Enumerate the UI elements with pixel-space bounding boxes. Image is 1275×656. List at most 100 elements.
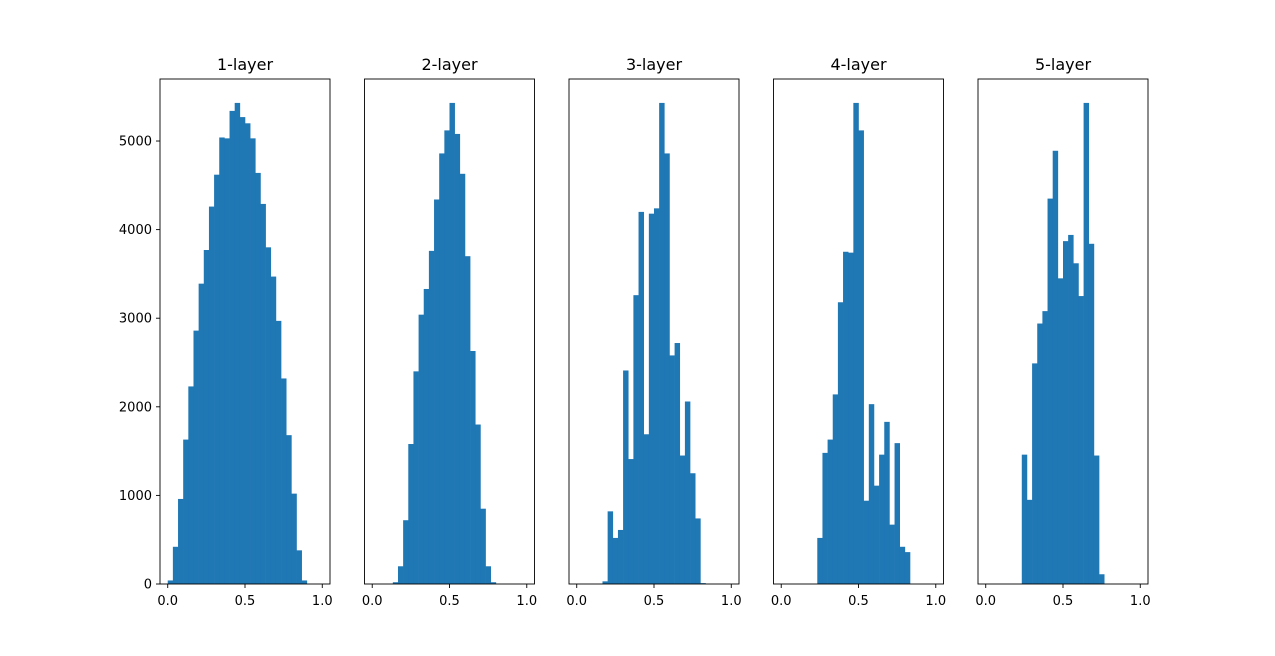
histogram-bar: [301, 580, 308, 584]
histogram-bar: [434, 199, 440, 585]
x-tick-label: 0.0: [566, 594, 587, 609]
histogram-bar: [1093, 455, 1100, 584]
histogram-bars: [602, 102, 706, 585]
histogram-bar: [245, 123, 251, 584]
histogram-bar: [265, 247, 272, 585]
y-tick-label: 4000: [119, 223, 152, 238]
histogram-bar: [188, 386, 194, 584]
x-tick-label: 0.0: [771, 594, 792, 609]
histogram-bar: [239, 117, 246, 584]
histogram-bar: [470, 350, 476, 584]
histogram-bar: [894, 443, 901, 584]
x-tick-label: 1.0: [721, 594, 742, 609]
subplot-3-layer: 3-layer 0.0 0.5 1.0: [566, 55, 741, 609]
histogram-bar: [858, 130, 864, 584]
histogram-bar: [418, 314, 425, 584]
axes: 0.0 0.5 1.0: [975, 78, 1151, 609]
histogram-bar: [260, 203, 266, 584]
histogram-bar: [648, 213, 655, 584]
histogram-bar: [198, 283, 205, 584]
subplot-2-layer: 2-layer 0.0 0.5 1.0: [362, 55, 537, 609]
histogram-bar: [214, 174, 220, 584]
histogram-bars: [167, 102, 308, 585]
histogram-bar: [229, 110, 235, 584]
histogram-bar: [623, 370, 629, 584]
histogram-bar: [628, 459, 634, 584]
histogram-bar: [904, 552, 911, 584]
histogram-bar: [270, 276, 277, 584]
histogram-bar: [1057, 278, 1064, 584]
histogram-bar: [203, 249, 210, 585]
histogram-bar: [884, 421, 890, 584]
histogram-bar: [654, 208, 660, 584]
histogram-bar: [868, 404, 875, 584]
histogram-bar: [255, 172, 261, 584]
histogram-bar: [485, 566, 492, 584]
histogram-bar: [837, 302, 844, 584]
histogram-bars: [817, 102, 911, 585]
axes: 0.0 0.5 1.0: [771, 78, 946, 609]
histogram-bar: [612, 537, 619, 584]
histogram-bar: [392, 582, 399, 584]
histogram-bar: [286, 435, 292, 584]
histogram-bar: [638, 211, 644, 585]
histogram-bar: [674, 343, 681, 584]
histogram-bar: [889, 524, 895, 584]
x-tick-label: 0.5: [235, 594, 256, 609]
histogram-bars: [392, 102, 497, 585]
histogram-bar: [250, 138, 256, 584]
histogram-bar: [1047, 198, 1053, 584]
histogram-bar: [275, 320, 282, 584]
axes: 0.0 0.5 1.0: [362, 78, 537, 609]
histogram-bar: [1099, 574, 1105, 584]
histogram-bar: [480, 508, 486, 584]
histogram-bar: [1052, 150, 1059, 584]
x-tick-label: 0.5: [848, 594, 869, 609]
histogram-bar: [1032, 363, 1038, 584]
histogram-bar: [449, 102, 455, 584]
subplot-title: 4-layer: [830, 55, 887, 74]
histogram-bar: [1083, 102, 1090, 584]
histogram-bar: [193, 330, 199, 584]
histogram-bar: [643, 434, 650, 584]
histogram-bar: [208, 206, 215, 584]
histogram-bar: [679, 455, 686, 584]
histogram-bar: [281, 378, 287, 584]
histogram-bar: [602, 581, 608, 584]
x-tick-label: 1.0: [1130, 594, 1151, 609]
histogram-bar: [843, 251, 849, 584]
histogram-bar: [296, 550, 302, 584]
histogram-bar: [172, 546, 179, 584]
axes: 0.0 0.5 1.0 0 1000 2000 3000 4000 5000: [119, 78, 333, 609]
histogram-bar: [459, 173, 466, 584]
histogram-bar: [607, 511, 614, 584]
x-tick-label: 0.0: [157, 594, 178, 609]
histogram-bar: [669, 355, 675, 584]
x-tick-label: 0.5: [1053, 594, 1074, 609]
histogram-bar: [684, 401, 691, 584]
histogram-bars: [1021, 102, 1105, 585]
histogram-bar: [863, 500, 870, 584]
histogram-bar: [690, 473, 696, 584]
histogram-bar: [664, 153, 670, 584]
histogram-bar: [219, 137, 225, 584]
histogram-bar: [178, 498, 184, 584]
subplot-title: 1-layer: [217, 55, 274, 74]
histogram-bar: [408, 444, 414, 584]
x-tick-label: 1.0: [516, 594, 537, 609]
histogram-bar: [423, 288, 430, 584]
histogram-bar: [413, 371, 419, 584]
x-tick-label: 0.5: [439, 594, 460, 609]
histogram-bar: [1073, 263, 1079, 584]
histogram-bar: [490, 582, 497, 584]
histogram-bar: [403, 520, 409, 584]
histogram-bar: [224, 138, 230, 584]
histogram-bar: [1042, 311, 1048, 584]
y-tick-label: 2000: [119, 400, 152, 415]
axes: 0.0 0.5 1.0: [566, 78, 742, 609]
histogram-bar: [464, 256, 471, 584]
histogram-bar: [848, 252, 854, 585]
histogram-bar: [633, 295, 639, 584]
x-tick-label: 1.0: [312, 594, 333, 609]
y-tick-label: 1000: [119, 489, 152, 504]
